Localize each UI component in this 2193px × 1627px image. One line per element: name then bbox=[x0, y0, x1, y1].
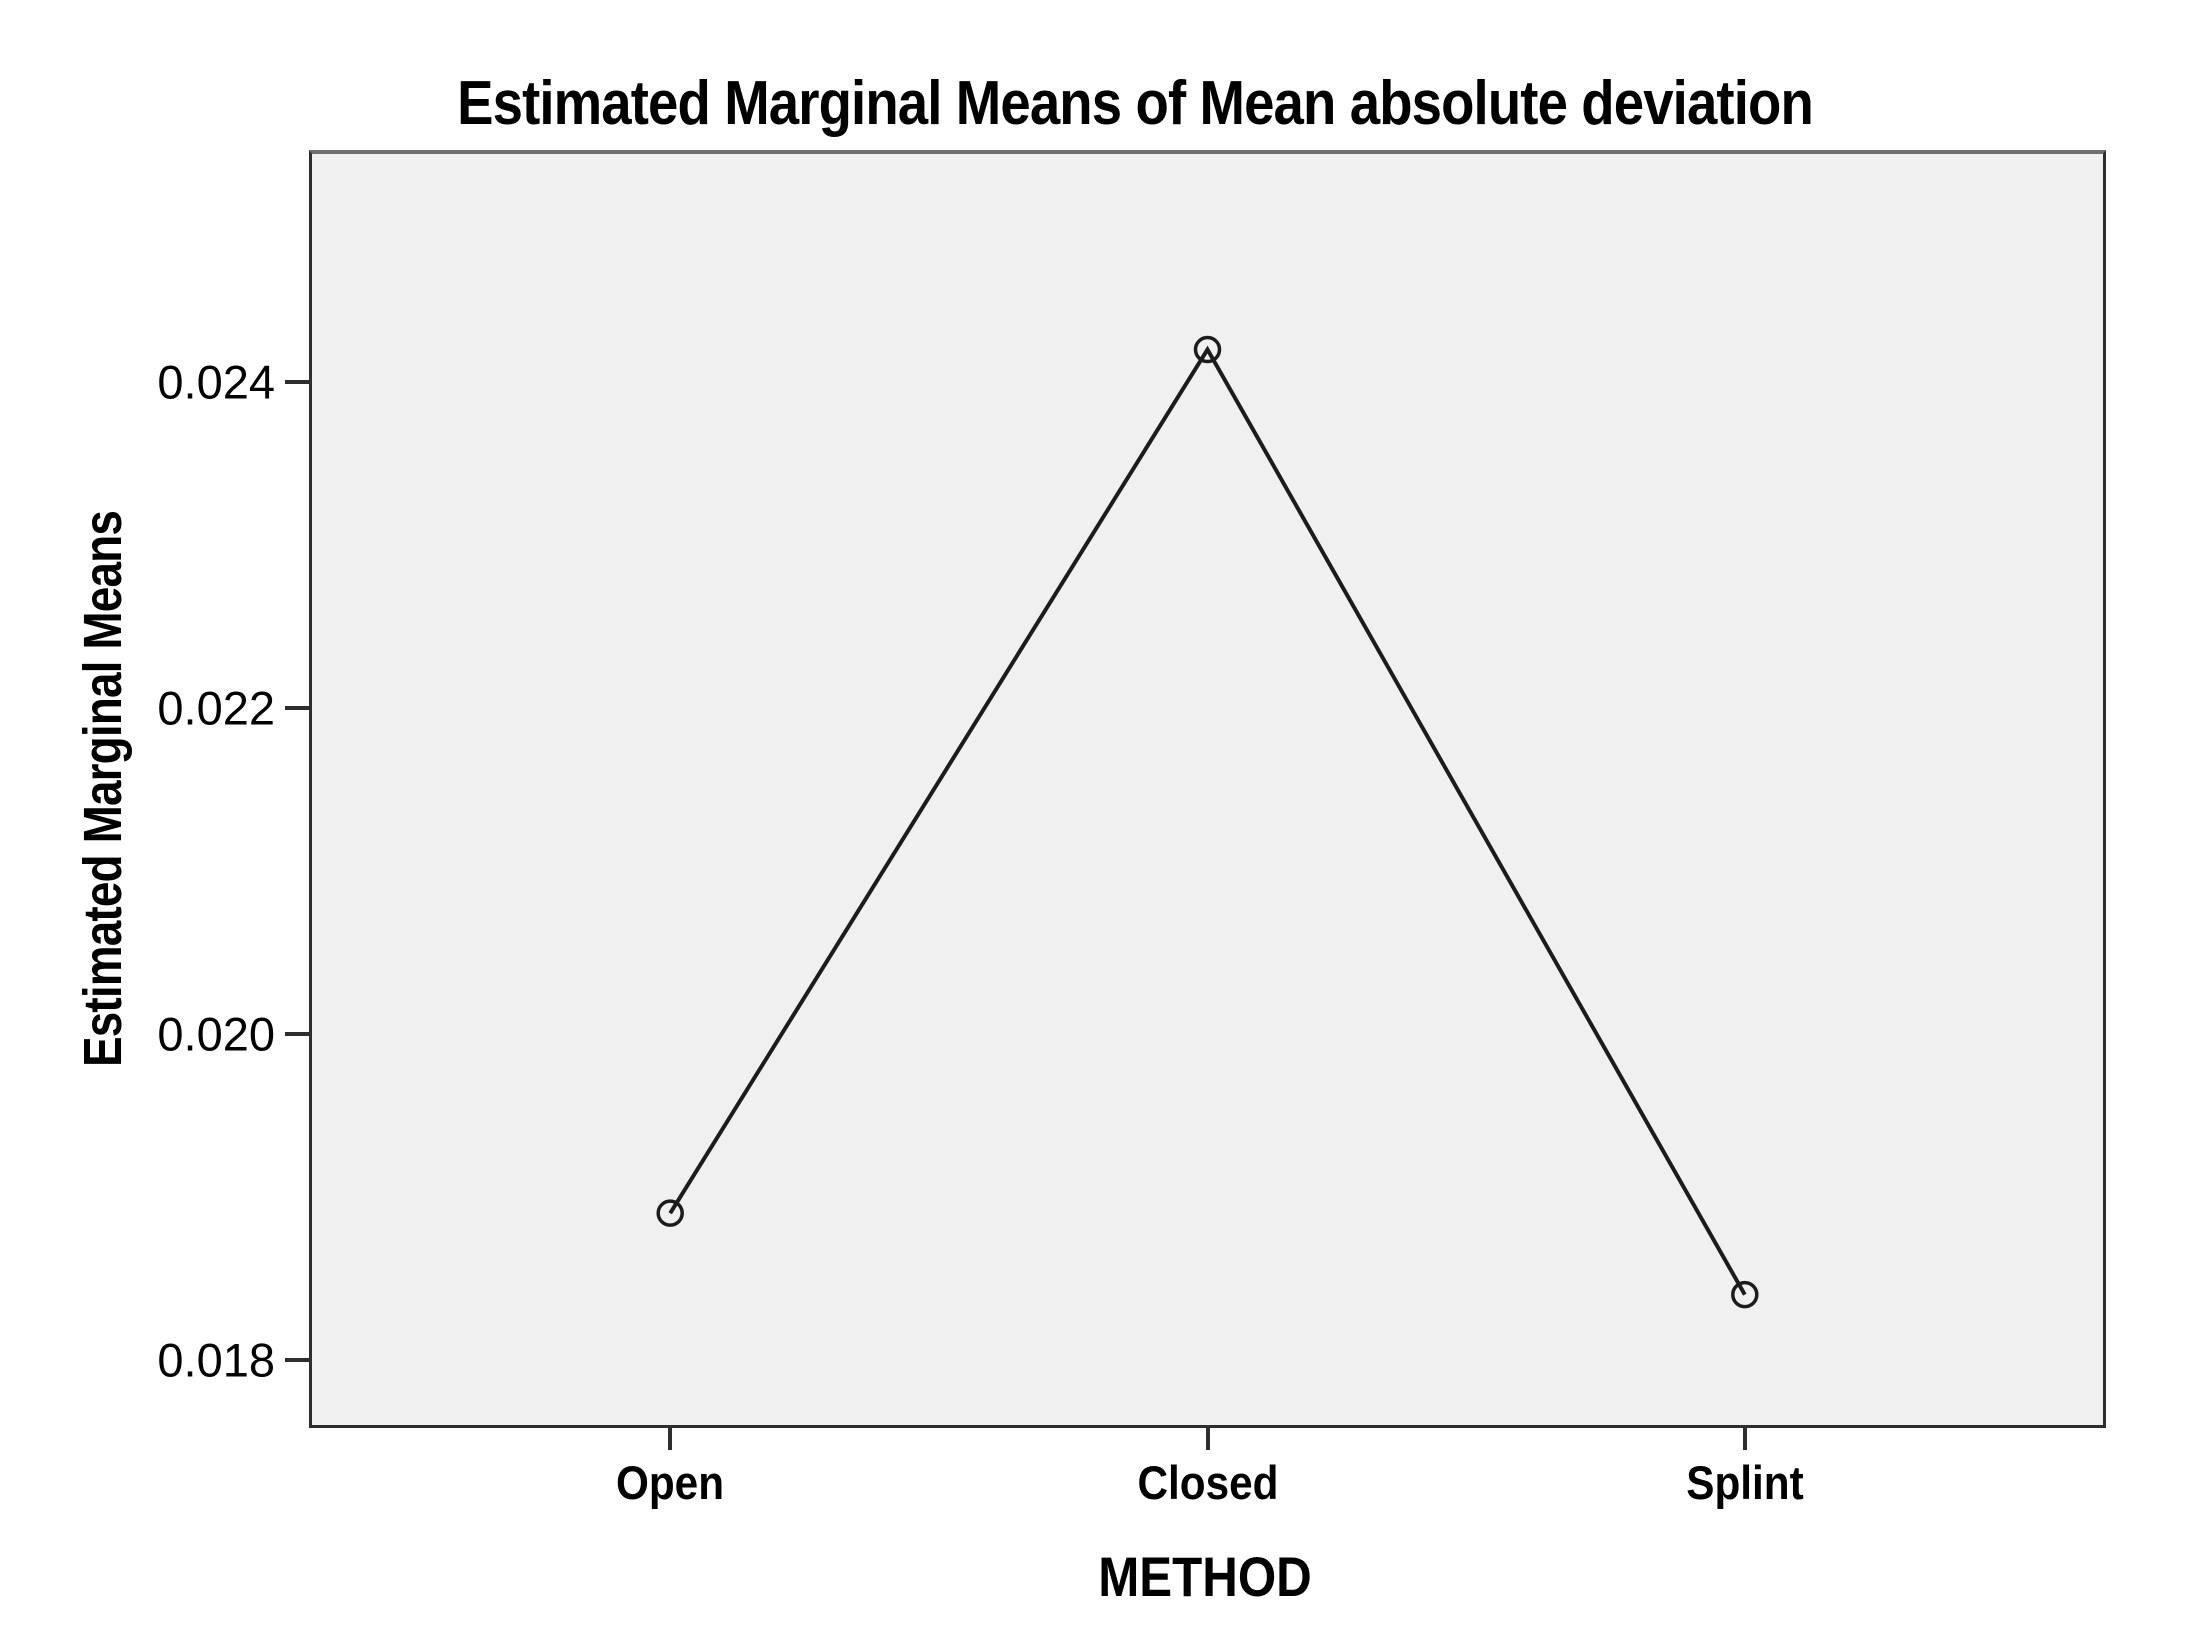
x-tick-label-splint: Splint bbox=[1686, 1456, 1804, 1509]
plot-area bbox=[309, 150, 2106, 1428]
y-tick-mark bbox=[285, 1357, 309, 1362]
x-tick-mark bbox=[668, 1428, 673, 1450]
data-point-marker-closed bbox=[1193, 335, 1222, 364]
data-point-marker-splint bbox=[1731, 1280, 1759, 1309]
data-point-marker-open bbox=[656, 1199, 684, 1227]
series-path bbox=[668, 345, 1747, 1296]
x-axis-title: METHOD bbox=[1098, 1545, 1312, 1608]
y-tick-mark bbox=[285, 706, 309, 711]
y-tick-label: 0.020 bbox=[157, 1007, 275, 1061]
x-tick-label-open: Open bbox=[616, 1456, 725, 1509]
x-tick-mark bbox=[1205, 1428, 1210, 1450]
x-tick-mark bbox=[1742, 1428, 1747, 1450]
y-tick-label: 0.024 bbox=[157, 355, 275, 409]
y-tick-label: 0.018 bbox=[157, 1333, 275, 1387]
y-tick-label: 0.022 bbox=[157, 681, 275, 735]
y-tick-mark bbox=[285, 1031, 309, 1036]
chart-title: Estimated Marginal Means of Mean absolut… bbox=[457, 69, 1814, 138]
series-line-with-markers bbox=[656, 335, 1759, 1309]
y-tick-mark bbox=[285, 380, 309, 385]
x-tick-label-closed: Closed bbox=[1136, 1456, 1279, 1509]
